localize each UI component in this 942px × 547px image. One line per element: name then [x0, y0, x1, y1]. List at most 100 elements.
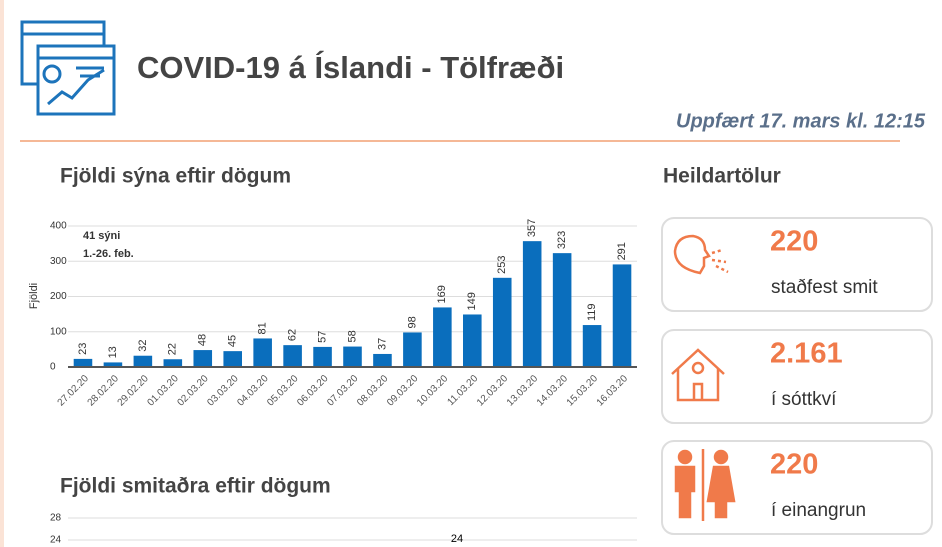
icon-part — [677, 449, 693, 465]
x-tick-label: 01.03.20 — [145, 373, 181, 409]
value-label: 323 — [556, 231, 568, 249]
x-tick-label: 13.03.20 — [505, 373, 541, 409]
bar — [373, 353, 392, 367]
value-label: 149 — [466, 292, 478, 310]
bar — [403, 332, 422, 367]
icon-part — [711, 248, 729, 274]
stat-label: í einangrun — [771, 500, 866, 521]
x-tick-label: 28.02.20 — [86, 373, 122, 409]
stat-value: 2.161 — [770, 338, 843, 370]
icon-part — [671, 348, 725, 402]
annotation: 41 sýni — [83, 230, 120, 242]
y-tick-label: 100 — [50, 326, 67, 337]
value-label: 32 — [137, 339, 149, 351]
icon-part — [691, 361, 705, 375]
x-tick-label: 15.03.20 — [565, 373, 601, 409]
page-title: COVID-19 á Íslandi - Tölfræði — [137, 50, 564, 85]
logo-icon — [20, 20, 116, 116]
value-label: 253 — [496, 255, 508, 273]
value-label: 23 — [77, 343, 89, 355]
stat-label: í sóttkví — [771, 389, 837, 410]
icon-part — [674, 465, 696, 519]
bar — [463, 314, 482, 367]
stat-value: 220 — [770, 226, 818, 258]
value-label: 22 — [167, 343, 179, 355]
bar — [253, 338, 272, 367]
chart-title: Fjöldi sýna eftir dögum — [60, 165, 291, 188]
y-tick-label: 28 — [50, 513, 62, 524]
x-tick-label: 16.03.20 — [595, 373, 631, 409]
bar — [433, 307, 452, 367]
value-label: 58 — [346, 330, 358, 342]
x-tick-label: 11.03.20 — [445, 373, 480, 408]
value-label: 57 — [316, 331, 328, 343]
stat-icon — [674, 449, 736, 521]
y-tick-label: 0 — [50, 362, 56, 373]
card-bg — [661, 440, 933, 535]
stat-value: 220 — [770, 449, 818, 481]
bar — [612, 264, 632, 367]
annotation: 1.-26. feb. — [83, 248, 134, 260]
y-tick-label: 300 — [50, 256, 67, 267]
icon-part — [713, 449, 729, 465]
bar — [582, 325, 602, 367]
card-bg — [661, 217, 933, 312]
card-bg — [661, 329, 933, 424]
x-tick-label: 05.03.20 — [265, 373, 301, 409]
stat-icon — [673, 234, 729, 275]
stat-card: 220 staðfest smit — [661, 217, 933, 312]
stat-card: 220 í einangrun — [661, 440, 933, 535]
value-label: 45 — [227, 335, 239, 347]
value-label: 291 — [616, 242, 628, 260]
bar — [163, 359, 183, 367]
x-tick-label: 29.02.20 — [116, 373, 152, 409]
bar — [522, 241, 542, 367]
value-label: 169 — [436, 285, 448, 303]
y-axis-label: Fjöldi — [28, 283, 40, 309]
y-tick-label: 200 — [50, 291, 67, 302]
icon-part — [706, 465, 736, 519]
x-tick-label: 06.03.20 — [295, 373, 331, 409]
stat-label: staðfest smit — [771, 277, 878, 298]
edge — [0, 0, 4, 547]
bar — [73, 358, 93, 367]
y-tick-label: 24 — [50, 535, 62, 546]
x-tick-label: 03.03.20 — [205, 373, 241, 409]
bar — [193, 350, 213, 367]
value-label: 13 — [107, 346, 119, 358]
value-label: 37 — [376, 338, 388, 350]
y-tick-label: 400 — [50, 221, 67, 232]
stat-card: 2.161 í sóttkví — [661, 329, 933, 424]
bar — [283, 345, 302, 367]
bar — [223, 351, 242, 367]
x-tick-label: 12.03.20 — [475, 373, 511, 409]
x-tick-label: 10.03.20 — [415, 373, 451, 409]
x-tick-label: 02.03.20 — [175, 373, 211, 409]
updated: Uppfært 17. mars kl. 12:15 — [676, 110, 926, 132]
bar — [133, 355, 153, 367]
x-tick-label: 14.03.20 — [535, 373, 571, 409]
x-tick-label: 04.03.20 — [235, 373, 271, 409]
bar — [103, 362, 123, 367]
chart-title: Fjöldi smitaðra eftir dögum — [60, 475, 331, 498]
bar — [552, 253, 572, 367]
x-tick-label: 09.03.20 — [385, 373, 421, 409]
totals-title: Heildartölur — [663, 165, 781, 188]
x-tick-label: 08.03.20 — [355, 373, 391, 409]
x-tick-label: 27.02.20 — [56, 373, 92, 409]
stat-icon — [671, 348, 725, 402]
bar — [313, 346, 332, 367]
bar — [492, 277, 512, 367]
x-tick-label: 07.03.20 — [325, 373, 361, 409]
value-label: 48 — [197, 334, 209, 346]
value-label: 98 — [406, 316, 418, 328]
value-label: 81 — [257, 322, 269, 334]
icon-part — [673, 234, 711, 275]
value-label: 357 — [526, 219, 538, 237]
value-label: 119 — [586, 304, 598, 322]
annotation: 24 — [451, 533, 463, 545]
bar — [343, 346, 362, 367]
value-label: 62 — [287, 329, 299, 341]
